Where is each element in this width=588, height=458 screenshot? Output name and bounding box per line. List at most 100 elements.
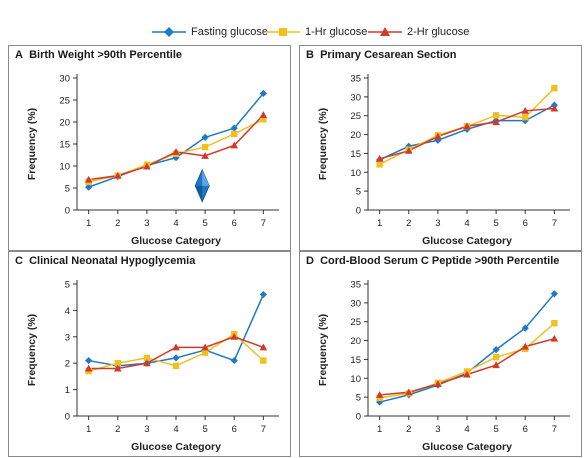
- panel-b-y-tick-label: 10: [350, 168, 361, 179]
- panel-b-point-2hr: [521, 107, 530, 114]
- panel-b-x-tick-label: 7: [552, 218, 557, 229]
- panel-d-letter: D: [306, 255, 314, 267]
- panel-a-x-tick-label: 2: [115, 218, 120, 229]
- panel-a-y-tick-label: 10: [59, 162, 70, 173]
- panel-b-point-1hr: [522, 114, 529, 121]
- panel-a-point-1hr: [201, 143, 209, 151]
- panel-c-title-text: Clinical Neonatal Hypoglycemia: [29, 255, 196, 267]
- panel-b-letter: B: [306, 49, 314, 61]
- panel-b-x-axis-label: Glucose Category: [422, 235, 512, 247]
- panel-a-y-tick-label: 5: [65, 184, 70, 195]
- panel-c-x-axis-label: Glucose Category: [131, 441, 221, 453]
- panel-b-y-axis-label: Frequency (%): [317, 108, 329, 180]
- panel-c-point-2hr: [84, 364, 93, 372]
- panel-b-x-tick-label: 4: [464, 218, 469, 229]
- panel-c-point-2hr: [113, 364, 122, 372]
- panel-d-point-1hr: [492, 353, 500, 361]
- panel-a-point-fasting: [201, 133, 209, 141]
- panel-d-x-tick-label: 6: [523, 424, 528, 435]
- panel-c-y-tick-label: 1: [65, 385, 70, 396]
- legend-swatch-1hr: [266, 28, 300, 36]
- panel-c-point-2hr: [259, 343, 268, 351]
- panel-c-y-tick-label: 4: [65, 306, 70, 317]
- panel-b-x-tick-label: 3: [435, 218, 440, 229]
- panel-a-annotation-diamond: [194, 168, 210, 203]
- panel-a-point-2hr: [172, 148, 180, 155]
- panel-b-y-tick-label: 15: [350, 149, 361, 160]
- panel-b-x-tick-label: 5: [493, 218, 498, 229]
- panel-c-point-2hr: [201, 343, 209, 351]
- panel-a-x-tick-label: 1: [86, 218, 91, 229]
- panel-a-x-axis-label: Glucose Category: [131, 235, 221, 247]
- panel-d-y-axis-label: Frequency (%): [317, 314, 329, 386]
- panel-a-point-2hr: [201, 152, 209, 159]
- panel-a-point-fasting: [85, 183, 93, 191]
- panel-a-point-fasting: [259, 89, 267, 97]
- panel-d-point-2hr: [463, 370, 471, 378]
- panel-a-point-fasting: [230, 124, 238, 132]
- panel-a-y-tick-label: 0: [65, 206, 70, 217]
- panel-b-y-tick-label: 0: [356, 206, 361, 217]
- panel-d-y-tick-label: 35: [350, 280, 361, 291]
- panel-c-y-tick-label: 0: [65, 412, 70, 423]
- panel-a: A Birth Weight >90th Percentile 0 5 10 15 20…: [8, 45, 291, 251]
- panel-c-point-1hr: [114, 360, 121, 367]
- panel-b-point-2hr: [375, 154, 384, 162]
- panel-a-point-2hr: [259, 111, 268, 118]
- panel-a-x-tick-label: 5: [202, 218, 207, 229]
- panel-a-title-text: Birth Weight >90th Percentile: [29, 49, 182, 61]
- panel-a-letter: A: [15, 49, 23, 61]
- panel-c-x-tick-label: 4: [173, 424, 178, 435]
- panel-a-x-tick-label: 4: [173, 218, 178, 229]
- panel-d-point-1hr: [551, 320, 558, 327]
- panel-b-point-2hr: [434, 132, 442, 140]
- panel-d-y-tick-label: 15: [350, 355, 361, 366]
- legend: Fasting glucose 1-Hr glucose 2-Hr glucos…: [0, 0, 588, 44]
- panel-b-y-tick-label: 30: [350, 92, 361, 103]
- panel-a-title: A Birth Weight >90th Percentile: [15, 49, 182, 61]
- panel-a-point-1hr: [260, 116, 267, 123]
- panel-b-x-tick-label: 2: [406, 218, 411, 229]
- panel-c-y-tick-label: 3: [65, 332, 70, 343]
- panel-b-y-tick-label: 35: [350, 74, 361, 85]
- panel-c-x-tick-label: 6: [232, 424, 237, 435]
- panel-b-plot: 0 5 10 15 20 25 30 35 1 2 3 4 5 6 7 Glucose Category Fre…: [317, 74, 570, 247]
- panel-c-y-tick-label: 2: [65, 359, 70, 370]
- legend-item-fasting: Fasting glucose: [152, 23, 268, 41]
- panel-c-point-fasting: [259, 290, 267, 299]
- panel-d-title: D Cord-Blood Serum C Peptide >90th Perce…: [306, 255, 559, 267]
- panel-b-y-tick-label: 25: [350, 111, 361, 122]
- legend-label-2hr: 2-Hr glucose: [407, 26, 470, 38]
- panel-d-x-tick-label: 1: [377, 424, 382, 435]
- panel-d-point-2hr: [375, 391, 384, 398]
- panel-a-y-axis-label: Frequency (%): [26, 108, 38, 180]
- panel-c-x-tick-label: 5: [202, 424, 207, 435]
- panel-a-plot: 0 5 10 15 20 25 30 1 2 3 4 5 6 7 Glucose Category Frequ…: [26, 74, 279, 247]
- panel-d-point-1hr: [376, 394, 383, 402]
- panel-d-point-2hr: [492, 361, 500, 369]
- panel-c-point-1hr: [172, 362, 180, 370]
- panel-d-point-2hr: [404, 388, 413, 396]
- panel-b-y-tick-label: 5: [356, 187, 361, 198]
- panel-b-x-tick-label: 1: [377, 218, 382, 229]
- panel-d-plot: 0 5 10 15 20 25 30 35 1 2 3 4 5 6 7 Glucose Category Fre…: [317, 280, 570, 453]
- panel-c-point-2hr: [230, 333, 239, 340]
- panel-b-point-2hr: [492, 118, 500, 126]
- panel-c-point-fasting: [172, 354, 180, 362]
- legend-item-1hr: 1-Hr glucose: [266, 23, 367, 41]
- panel-d-point-2hr: [550, 334, 559, 342]
- legend-label-fasting: Fasting glucose: [191, 26, 269, 38]
- legend-item-2hr: 2-Hr glucose: [368, 23, 469, 41]
- panel-d-point-2hr: [434, 380, 442, 387]
- panel-d-y-tick-label: 5: [356, 393, 361, 404]
- legend-swatch-2hr: [368, 27, 402, 36]
- panel-a-x-tick-label: 6: [232, 218, 237, 229]
- panel-c-y-axis-label: Frequency (%): [26, 314, 38, 386]
- panel-c-y-tick-label: 5: [65, 280, 70, 291]
- panel-d-y-tick-label: 10: [350, 374, 361, 385]
- panel-a-x-tick-label: 3: [144, 218, 149, 229]
- panel-d-x-axis-label: Glucose Category: [422, 441, 512, 453]
- panel-d-y-tick-label: 25: [350, 317, 361, 328]
- panel-d-y-tick-label: 0: [356, 412, 361, 423]
- legend-swatch-fasting: [152, 27, 186, 37]
